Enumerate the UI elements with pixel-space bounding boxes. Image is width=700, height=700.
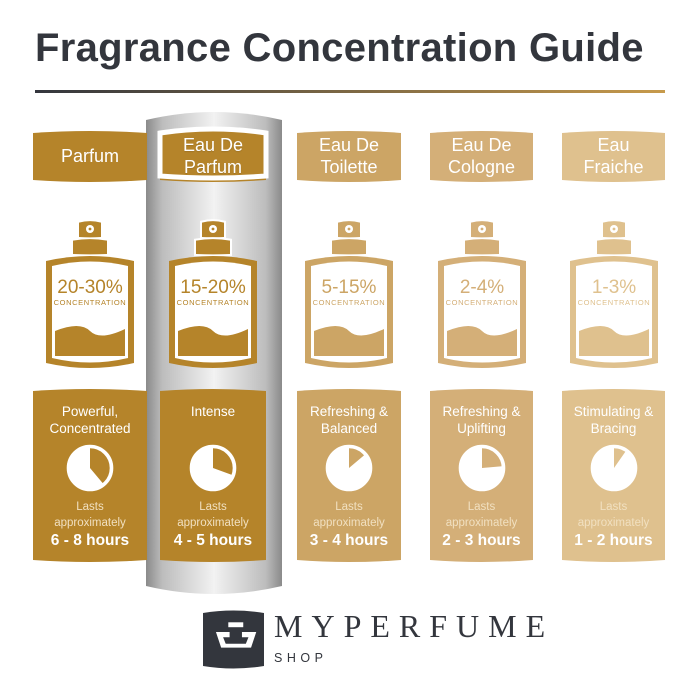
svg-text:CONCENTRATION: CONCENTRATION: [313, 298, 386, 307]
svg-text:5-15%: 5-15%: [322, 277, 377, 298]
svg-text:20-30%: 20-30%: [57, 277, 123, 298]
svg-text:2-4%: 2-4%: [459, 277, 503, 298]
svg-text:CONCENTRATION: CONCENTRATION: [177, 298, 250, 307]
svg-text:1-3%: 1-3%: [591, 277, 635, 298]
svg-text:15-20%: 15-20%: [180, 277, 246, 298]
svg-text:CONCENTRATION: CONCENTRATION: [577, 298, 650, 307]
svg-text:CONCENTRATION: CONCENTRATION: [445, 298, 518, 307]
svg-text:CONCENTRATION: CONCENTRATION: [54, 298, 127, 307]
